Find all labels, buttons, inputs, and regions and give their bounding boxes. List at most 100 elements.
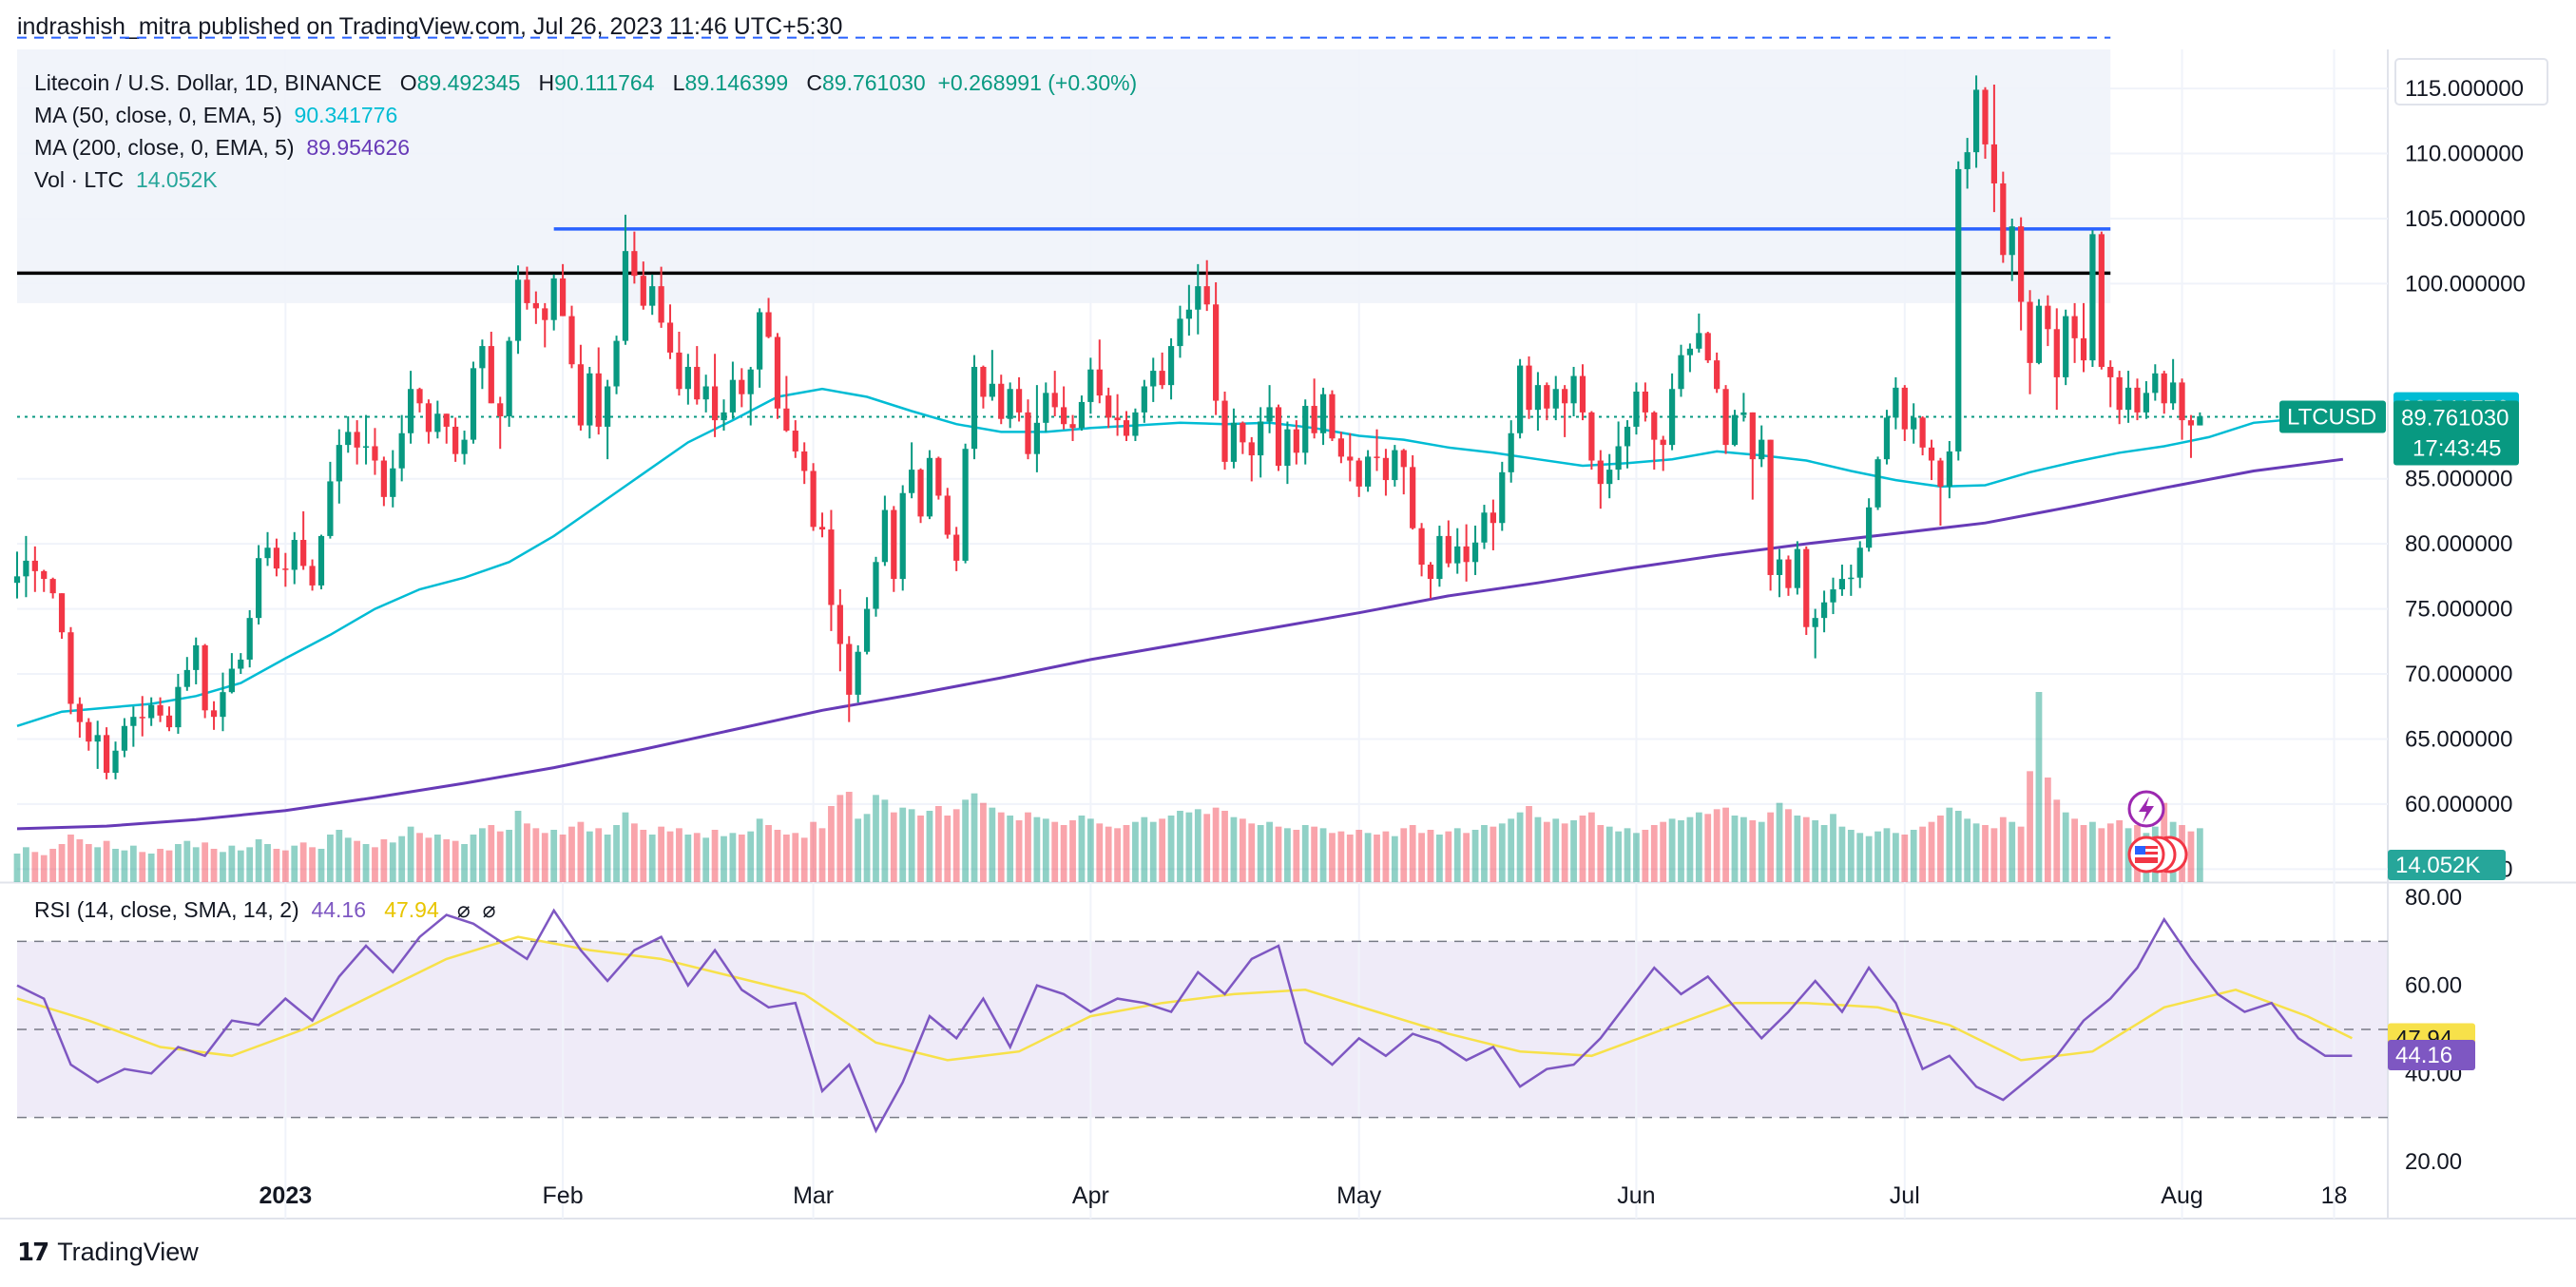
candle[interactable] [165,706,173,732]
candle[interactable] [684,354,691,405]
candle[interactable] [362,414,370,465]
candle[interactable] [1911,403,1917,444]
candle[interactable] [488,332,494,404]
candle[interactable] [1167,337,1175,400]
candle[interactable] [327,461,334,539]
candle[interactable] [1311,378,1317,439]
candle[interactable] [998,375,1005,425]
candle[interactable] [1410,455,1416,530]
candle[interactable] [380,456,387,507]
candle[interactable] [873,556,879,617]
candle[interactable] [1534,372,1542,432]
candle[interactable] [2080,302,2087,373]
candle[interactable] [183,657,190,691]
candle[interactable] [1329,390,1336,441]
candle[interactable] [1928,439,1935,481]
candle[interactable] [1606,453,1613,499]
candle[interactable] [497,396,504,450]
candle[interactable] [2063,309,2069,386]
candle[interactable] [613,336,620,394]
candle[interactable] [506,336,512,427]
candle[interactable] [694,346,701,405]
candle[interactable] [1937,457,1944,526]
tradingview-logo-icon[interactable]: 17 [17,1238,49,1267]
candle[interactable] [1570,366,1577,416]
candle[interactable] [605,379,611,460]
candle[interactable] [1454,528,1461,574]
candle[interactable] [1874,456,1881,510]
candle[interactable] [130,706,137,747]
candle[interactable] [202,644,208,719]
candle[interactable] [953,527,960,571]
candle[interactable] [2170,358,2177,411]
candle[interactable] [1722,385,1729,454]
candle[interactable] [1374,429,1380,471]
candle[interactable] [935,456,942,500]
candle[interactable] [2134,378,2141,421]
candle[interactable] [568,305,575,369]
candle[interactable] [1731,410,1739,447]
candle[interactable] [1382,449,1390,496]
candle[interactable] [1069,414,1076,441]
candle[interactable] [1177,305,1183,358]
ma50-legend-row[interactable]: MA (50, close, 0, EMA, 5) 90.341776 [34,99,1137,131]
candle[interactable] [1096,339,1103,404]
candle[interactable] [2143,381,2149,419]
candle[interactable] [1579,364,1586,421]
candle[interactable] [514,265,522,355]
hide-icon[interactable]: ⌀ [456,897,471,922]
candle[interactable] [1392,445,1398,487]
candle[interactable] [121,718,128,758]
candle[interactable] [416,387,423,413]
candle[interactable] [1203,259,1210,312]
candle[interactable] [810,463,817,531]
candle[interactable] [407,371,414,444]
candle[interactable] [345,415,352,453]
candle[interactable] [863,597,871,655]
candle[interactable] [443,413,450,444]
candle[interactable] [1078,395,1086,432]
candle[interactable] [282,552,289,587]
candle[interactable] [1668,373,1676,451]
volume-legend-row[interactable]: Vol · LTC 14.052K [34,163,1137,196]
candle[interactable] [317,534,325,590]
candle[interactable] [757,308,763,388]
candle[interactable] [711,354,719,437]
candle[interactable] [41,569,48,592]
candle[interactable] [739,368,745,408]
candle[interactable] [1123,411,1130,441]
candle[interactable] [1436,525,1443,587]
candle[interactable] [1615,421,1622,481]
candle[interactable] [1759,425,1765,468]
candle[interactable] [1544,382,1550,421]
candle[interactable] [2098,231,2105,370]
candle[interactable] [559,263,567,317]
candle[interactable] [1552,375,1559,421]
volume-badge[interactable]: 14.052K [2388,850,2506,880]
candle[interactable] [1883,410,1891,465]
candle[interactable] [2161,371,2167,414]
candle[interactable] [390,450,396,508]
last-price-badge[interactable]: 89.761030 17:43:45 [2393,400,2519,466]
candle[interactable] [1508,420,1514,483]
candle[interactable] [246,609,253,668]
candle[interactable] [1445,520,1451,567]
candle[interactable] [1990,84,1998,213]
candle[interactable] [193,637,200,684]
candle[interactable] [891,506,897,592]
candle[interactable] [1195,263,1201,335]
candle[interactable] [980,365,987,409]
candle[interactable] [1704,332,1711,363]
candle[interactable] [1185,284,1192,336]
candle[interactable] [452,417,459,462]
candle[interactable] [524,266,530,310]
candle[interactable] [1427,562,1434,599]
candle[interactable] [1025,399,1031,460]
candle[interactable] [13,551,21,599]
candle[interactable] [76,697,83,739]
candle[interactable] [2071,302,2078,363]
candle[interactable] [899,485,906,591]
symbol-tag-badge[interactable]: LTCUSD [2279,400,2386,433]
candle[interactable] [944,488,951,539]
